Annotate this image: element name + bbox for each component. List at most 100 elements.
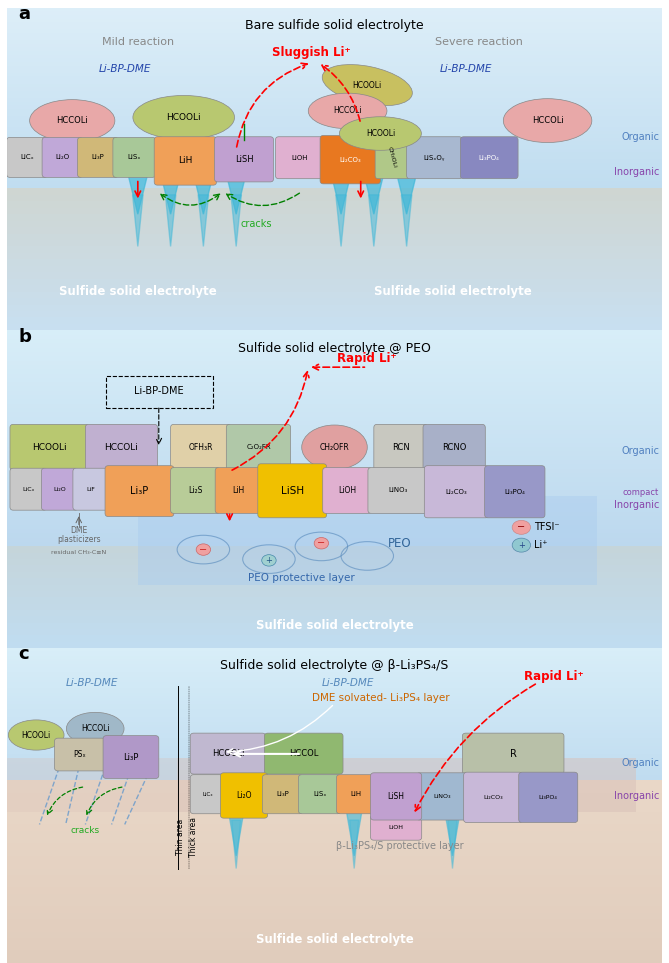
- Bar: [7, 220, 662, 227]
- Bar: [7, 798, 662, 805]
- Bar: [7, 629, 662, 636]
- Bar: [7, 459, 662, 464]
- Bar: [7, 334, 662, 339]
- Text: Mild reaction: Mild reaction: [102, 37, 174, 47]
- Bar: [7, 207, 662, 214]
- Bar: [7, 117, 662, 124]
- Text: LiF: LiF: [87, 486, 96, 492]
- Text: cracks: cracks: [240, 219, 272, 229]
- Bar: [7, 843, 662, 849]
- Bar: [7, 144, 662, 148]
- FancyBboxPatch shape: [154, 137, 217, 185]
- Bar: [7, 494, 662, 499]
- Text: compact: compact: [623, 488, 659, 497]
- Text: Li₂O: Li₂O: [236, 791, 252, 800]
- Bar: [7, 380, 662, 387]
- Bar: [7, 126, 662, 131]
- Bar: [7, 899, 662, 906]
- Text: Li₂CO₃: Li₂CO₃: [483, 794, 503, 800]
- Bar: [7, 552, 662, 560]
- Bar: [7, 20, 662, 27]
- Bar: [7, 226, 662, 233]
- Bar: [7, 584, 662, 591]
- Bar: [7, 272, 662, 278]
- Bar: [7, 704, 662, 711]
- Bar: [7, 515, 662, 520]
- FancyBboxPatch shape: [215, 468, 261, 513]
- Text: RCN: RCN: [392, 443, 409, 452]
- Bar: [7, 950, 662, 956]
- Bar: [177, 758, 636, 812]
- Bar: [7, 162, 662, 169]
- Bar: [7, 703, 662, 706]
- Text: Li₂CO₃: Li₂CO₃: [339, 157, 361, 163]
- Text: Inorganic: Inorganic: [613, 500, 659, 510]
- FancyBboxPatch shape: [462, 733, 564, 774]
- Bar: [7, 116, 662, 119]
- Bar: [7, 912, 662, 919]
- Bar: [7, 527, 662, 534]
- Bar: [7, 324, 662, 330]
- Text: HCCOLi: HCCOLi: [56, 117, 88, 125]
- FancyBboxPatch shape: [171, 468, 219, 513]
- Bar: [7, 112, 662, 117]
- FancyBboxPatch shape: [10, 468, 47, 510]
- Text: a: a: [19, 6, 31, 23]
- Bar: [7, 85, 662, 91]
- Bar: [7, 43, 662, 47]
- Bar: [7, 488, 662, 496]
- Bar: [7, 546, 662, 553]
- Polygon shape: [445, 811, 460, 856]
- Bar: [7, 495, 662, 502]
- Bar: [7, 650, 662, 653]
- Text: LiNO₃: LiNO₃: [434, 794, 451, 799]
- Bar: [7, 240, 662, 247]
- Bar: [7, 768, 662, 774]
- FancyBboxPatch shape: [423, 425, 485, 470]
- Bar: [7, 729, 662, 733]
- Bar: [7, 937, 662, 944]
- Bar: [7, 298, 662, 304]
- Polygon shape: [401, 195, 412, 247]
- Bar: [7, 761, 662, 768]
- Bar: [7, 700, 662, 704]
- FancyBboxPatch shape: [78, 138, 118, 177]
- Bar: [7, 425, 662, 432]
- FancyBboxPatch shape: [55, 739, 106, 771]
- Bar: [7, 11, 662, 15]
- Bar: [7, 691, 662, 698]
- Bar: [7, 919, 662, 925]
- Bar: [7, 664, 662, 666]
- Text: LiOH: LiOH: [339, 486, 357, 495]
- Bar: [7, 887, 662, 894]
- Bar: [7, 13, 662, 20]
- Bar: [7, 837, 662, 844]
- Bar: [7, 91, 662, 94]
- Bar: [7, 33, 662, 37]
- Text: c: c: [19, 645, 29, 664]
- Bar: [7, 534, 662, 540]
- Bar: [7, 433, 662, 438]
- Bar: [7, 727, 662, 730]
- Bar: [7, 62, 662, 65]
- Text: LiCₓ: LiCₓ: [20, 154, 34, 161]
- Bar: [7, 54, 662, 59]
- Bar: [7, 811, 662, 819]
- Bar: [7, 711, 662, 715]
- Bar: [7, 361, 662, 369]
- FancyBboxPatch shape: [226, 425, 290, 470]
- Text: Sulfide solid electrolyte: Sulfide solid electrolyte: [374, 285, 531, 299]
- Bar: [7, 862, 662, 869]
- Polygon shape: [448, 820, 457, 869]
- Bar: [7, 252, 662, 259]
- Bar: [7, 163, 662, 167]
- Bar: [7, 52, 662, 60]
- Bar: [7, 111, 662, 117]
- Bar: [7, 246, 662, 253]
- Ellipse shape: [308, 93, 387, 129]
- Bar: [7, 692, 662, 695]
- Text: +: +: [266, 556, 272, 565]
- Bar: [7, 343, 662, 348]
- FancyBboxPatch shape: [424, 466, 488, 518]
- Text: Sulfide solid electrolyte: Sulfide solid electrolyte: [256, 932, 413, 946]
